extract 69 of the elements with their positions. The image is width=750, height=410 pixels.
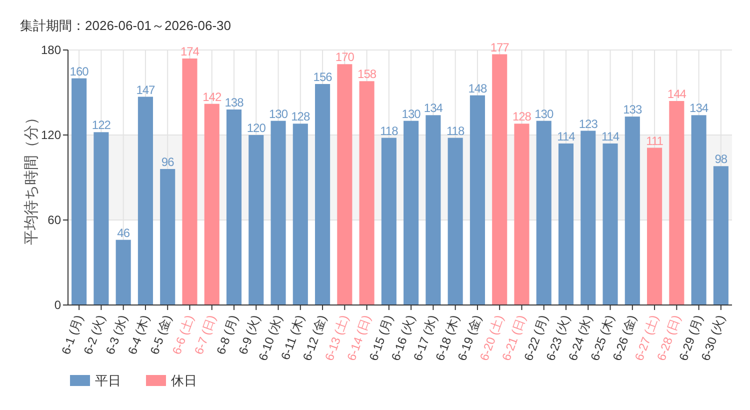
bar (514, 124, 530, 305)
y-tick-label: 60 (48, 213, 62, 227)
bar (580, 130, 596, 305)
data-label: 142 (202, 90, 222, 104)
bar (359, 81, 374, 305)
bar (182, 58, 198, 305)
data-label: 133 (623, 102, 642, 117)
bar (315, 84, 330, 305)
data-label: 123 (578, 116, 598, 131)
y-tick-label: 180 (40, 43, 62, 57)
data-label: 158 (358, 67, 377, 82)
data-label: 46 (117, 226, 130, 240)
x-tick-label: 6-1 (月) (58, 313, 86, 356)
bar (72, 78, 87, 305)
bar (624, 116, 640, 305)
bar (404, 120, 419, 305)
bar (691, 115, 706, 305)
data-label: 156 (313, 70, 333, 84)
bar (292, 124, 308, 305)
data-label: 130 (269, 106, 288, 121)
bar (94, 132, 109, 305)
data-label: 170 (335, 50, 355, 64)
data-label: 128 (291, 110, 310, 124)
data-label: 174 (180, 44, 200, 58)
data-label: 130 (534, 106, 554, 121)
data-label: 114 (557, 130, 576, 144)
bar (248, 135, 264, 305)
bar (426, 115, 441, 305)
legend-label: 休日 (171, 373, 197, 388)
data-label: 134 (690, 101, 709, 116)
data-label: 120 (246, 121, 266, 135)
data-label: 111 (646, 134, 664, 148)
data-label: 160 (70, 64, 90, 78)
data-label: 118 (446, 124, 465, 138)
bar (116, 240, 131, 305)
bar (138, 96, 153, 305)
data-label: 147 (136, 82, 156, 97)
bar (270, 120, 286, 305)
y-tick-label: 120 (40, 128, 62, 142)
bar (669, 101, 684, 305)
data-label: 128 (512, 110, 532, 124)
bar (337, 64, 352, 305)
bar (492, 54, 508, 305)
bar (204, 104, 220, 305)
data-label: 96 (161, 155, 175, 169)
bar (602, 144, 618, 305)
data-label: 98 (714, 152, 728, 166)
bar (647, 148, 662, 305)
data-label: 177 (490, 40, 510, 54)
bar (713, 166, 728, 305)
bar (381, 138, 396, 305)
data-label: 118 (380, 124, 399, 138)
data-label: 122 (92, 118, 112, 132)
bar (558, 144, 574, 305)
y-axis-title: 平均待ち時間（分） (23, 110, 40, 245)
bar (470, 95, 485, 305)
data-label: 148 (468, 81, 488, 96)
data-label: 144 (667, 87, 687, 101)
bar (160, 169, 176, 305)
bar (226, 110, 242, 305)
data-label: 134 (424, 101, 444, 116)
bar (536, 120, 552, 305)
data-label: 114 (601, 130, 620, 144)
bar (448, 138, 463, 305)
data-label: 130 (402, 106, 422, 121)
y-tick-label: 0 (54, 298, 62, 312)
title: 集計期間：2026-06-01～2026-06-30 (20, 18, 231, 33)
data-label: 138 (224, 96, 244, 110)
legend-label: 平日 (95, 373, 121, 388)
